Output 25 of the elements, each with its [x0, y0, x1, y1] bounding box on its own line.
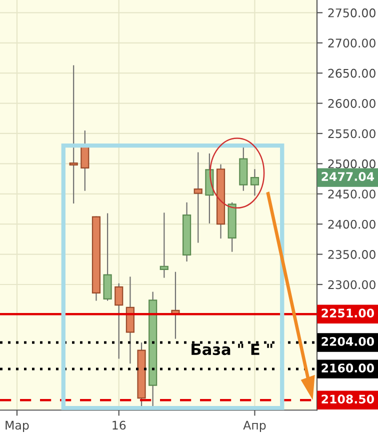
annotation: База " Е " [192, 344, 272, 356]
ref-line-label: 2204.00 [322, 336, 374, 346]
candlestick [250, 169, 260, 196]
candlestick [114, 283, 124, 359]
y-tick-label: 2750.00 [328, 8, 376, 18]
text: 2477.04 [322, 172, 374, 181]
y-tick-label: 2700.00 [328, 38, 376, 48]
y-tick-label: 2400.00 [328, 220, 376, 229]
y-tick-label: 2450.00 [328, 190, 376, 199]
y-tick-label: 2550.00 [328, 129, 376, 138]
candlestick [194, 152, 202, 243]
ref-line-label: 2160.00 [322, 364, 374, 372]
x-tick-label: Апр [243, 420, 266, 432]
x-tick-label: 16 [112, 420, 126, 430]
y-tick-label: 2650.00 [328, 68, 376, 78]
candlestick [80, 130, 90, 191]
y-tick-label: 2600.00 [328, 99, 376, 108]
y-tick-label: 2350.00 [328, 250, 376, 259]
x-tick-label: Мар [6, 420, 29, 432]
y-tick-label: 2300.00 [328, 280, 376, 290]
y-tick-label: 2500.00 [328, 159, 376, 168]
ref-line-label: 2108.50 [322, 394, 374, 404]
candlestick [69, 65, 78, 204]
candlestick [160, 212, 168, 278]
ref-line-label: 2251.00 [322, 308, 374, 318]
